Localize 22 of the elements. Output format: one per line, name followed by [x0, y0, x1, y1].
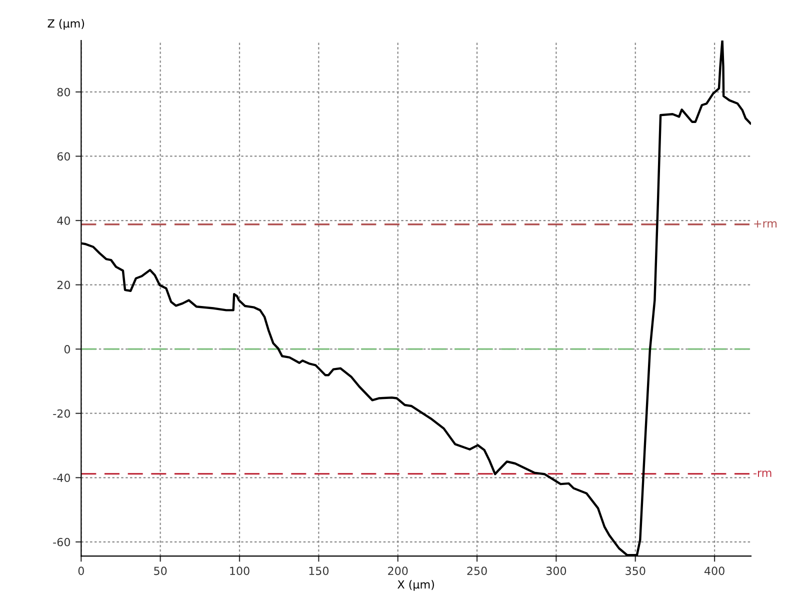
- x-tick-label: 200: [388, 566, 408, 576]
- x-tick-label: 150: [309, 566, 329, 576]
- x-tick-label: 300: [546, 566, 566, 576]
- y-tick-label: -20: [53, 409, 70, 418]
- x-tick-label: 100: [230, 566, 250, 576]
- x-tick-label: 250: [467, 566, 487, 576]
- line-series: [81, 40, 751, 556]
- x-tick-label: 400: [704, 566, 724, 576]
- y-tick-label: -60: [53, 538, 70, 546]
- y-tick-label: 20: [57, 280, 70, 290]
- x-tick-label: 350: [626, 566, 646, 576]
- x-axis-title: X (µm): [398, 580, 434, 591]
- y-axis-title: Z (µm): [48, 19, 84, 30]
- ref-line-label: -rm: [754, 470, 772, 477]
- y-tick-label: 0: [64, 345, 70, 354]
- y-tick-label: 40: [57, 216, 70, 225]
- x-tick-label: 0: [78, 566, 84, 576]
- y-tick-label: 80: [57, 88, 70, 96]
- x-tick-label: 50: [154, 566, 167, 576]
- y-tick-label: 60: [57, 152, 70, 161]
- ref-line-label: +rm: [754, 220, 777, 228]
- y-tick-label: -40: [53, 474, 70, 482]
